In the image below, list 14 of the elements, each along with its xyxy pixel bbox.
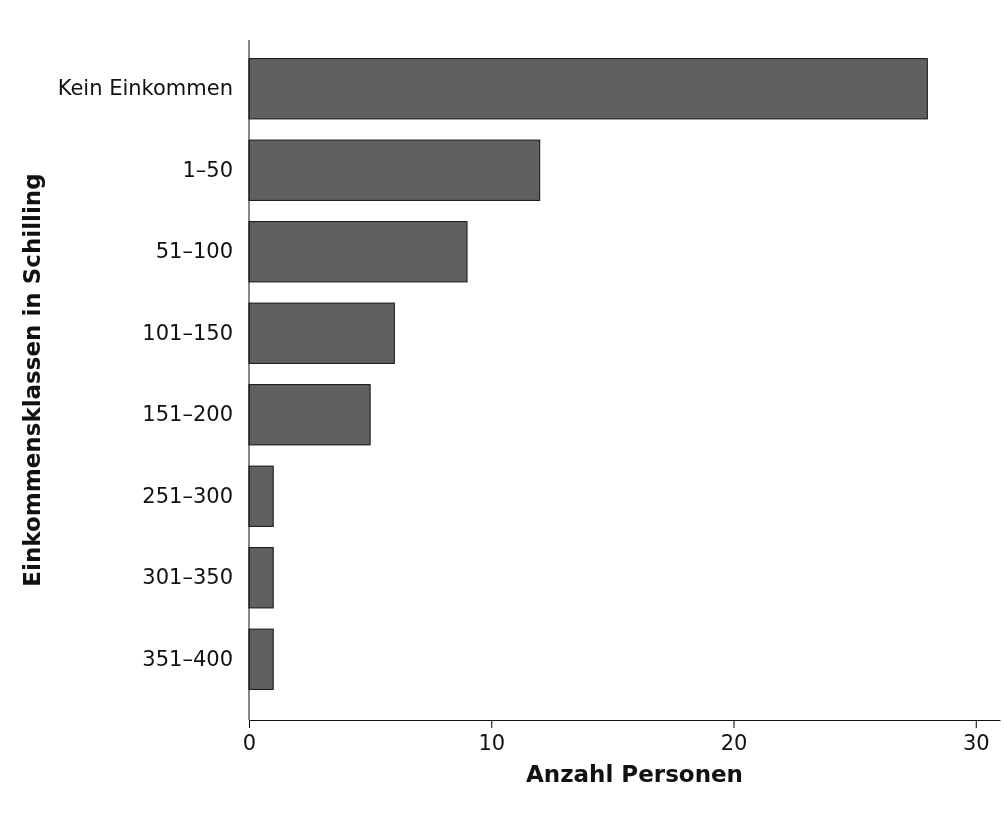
x-tick-label: 10 [478,730,506,755]
x-tick-label: 0 [242,730,257,755]
y-tick-label: Kein Einkommen [57,76,233,101]
y-tick-label: 101–150 [142,320,233,345]
y-tick-label: 251–300 [142,483,233,508]
y-tick-label: 1–50 [182,157,233,182]
y-tick-label: 301–350 [142,565,233,590]
y-tick-label: 151–200 [142,402,233,427]
y-tick-label: 351–400 [142,646,233,671]
x-tick-label: 30 [962,730,990,755]
y-axis-title: Einkommensklassen in Schilling [19,173,45,587]
x-axis-title: Anzahl Personen [526,761,743,787]
x-tick-label: 20 [720,730,748,755]
y-tick-label: 51–100 [155,239,233,264]
